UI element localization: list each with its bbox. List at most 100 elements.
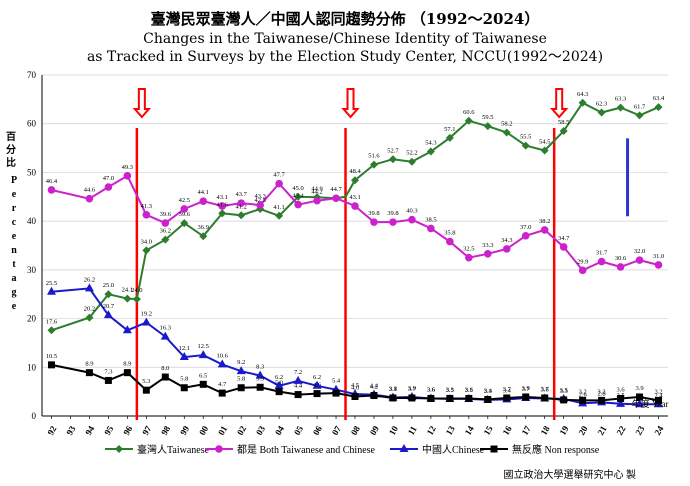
point-marker — [160, 331, 170, 340]
x-tick-label: 99 — [178, 424, 191, 437]
data-label: 5.0 — [275, 380, 283, 387]
point-marker — [399, 444, 409, 452]
point-marker — [597, 108, 606, 117]
x-tick-label: 94 — [83, 424, 96, 437]
series-line — [51, 101, 659, 332]
x-tick-label: 19 — [557, 424, 570, 437]
point-marker — [123, 172, 132, 180]
point-marker — [503, 394, 511, 402]
data-label: 3.3 — [446, 386, 454, 393]
point-marker — [654, 103, 663, 112]
y-tick-label: 60 — [27, 119, 37, 129]
y-tick-label: 10 — [27, 362, 37, 372]
series-line — [51, 174, 659, 272]
point-marker — [540, 226, 549, 234]
y-tick-label: 50 — [27, 167, 37, 177]
data-label: 47.7 — [273, 172, 285, 179]
y-tick-label: 20 — [27, 314, 37, 324]
point-marker — [351, 393, 359, 401]
point-marker — [654, 261, 663, 269]
data-label: 4.2 — [370, 384, 378, 391]
x-tick-label: 22 — [614, 424, 627, 437]
data-label: 45.0 — [292, 185, 303, 192]
data-label: 44.9 — [311, 185, 322, 192]
data-label: 58.2 — [501, 120, 512, 127]
y-label-char: c — [12, 217, 17, 228]
data-label: 20.2 — [84, 306, 95, 313]
point-marker — [274, 380, 284, 389]
point-marker — [446, 237, 454, 246]
point-marker — [123, 294, 132, 303]
point-marker — [85, 369, 93, 377]
data-label: 25.0 — [103, 282, 114, 289]
data-label: 42.5 — [254, 197, 265, 204]
legend: 臺灣人Taiwanese 都是 Both Taiwanese and Chines… — [105, 443, 600, 456]
x-tick-label: 18 — [539, 424, 552, 437]
point-marker — [597, 257, 606, 266]
point-marker — [141, 317, 151, 326]
data-label: 59.5 — [482, 114, 493, 121]
y-tick-label: 40 — [27, 216, 37, 226]
point-marker — [199, 197, 208, 205]
data-label: 4.5 — [351, 382, 359, 389]
data-label: 41.3 — [141, 203, 152, 210]
point-marker — [122, 325, 132, 334]
data-label: 20.7 — [103, 303, 115, 310]
data-label: 9.2 — [237, 359, 245, 366]
point-marker — [427, 394, 435, 402]
x-tick-label: 23 — [633, 424, 646, 437]
x-tick-label: 21 — [595, 424, 608, 437]
data-label: 41.1 — [273, 204, 284, 211]
data-label: 5.8 — [237, 376, 245, 383]
data-label: 3.7 — [408, 386, 417, 393]
data-label: 39.8 — [368, 210, 379, 217]
data-label: 24.0 — [131, 287, 142, 294]
data-label: 44.7 — [330, 186, 342, 193]
point-marker — [180, 384, 188, 392]
point-marker — [370, 218, 378, 226]
data-label: 44.6 — [84, 187, 96, 194]
data-label: 3.8 — [389, 385, 397, 392]
point-marker — [179, 352, 189, 361]
x-tick-label: 93 — [64, 424, 77, 437]
data-label: 6.2 — [275, 374, 283, 381]
data-label: 43.7 — [235, 191, 247, 198]
point-marker — [636, 393, 644, 401]
point-marker — [616, 263, 625, 271]
point-marker — [294, 391, 302, 399]
data-label: 39.6 — [179, 211, 191, 218]
x-tick-label: 10 — [387, 424, 400, 437]
x-tick-label: 05 — [292, 424, 305, 437]
data-label: 17.6 — [46, 318, 58, 325]
data-label: 63.3 — [615, 96, 626, 103]
data-label: 32.5 — [463, 246, 474, 253]
x-tick-label: 95 — [102, 424, 115, 437]
point-marker — [578, 266, 587, 275]
y-label-char: e — [12, 301, 17, 312]
point-marker — [426, 147, 435, 156]
data-label: 25.5 — [46, 280, 57, 287]
y-tick-label: 30 — [27, 265, 37, 275]
data-label: 48.4 — [349, 168, 361, 175]
point-marker — [115, 445, 123, 453]
data-label: 12.5 — [198, 343, 209, 350]
data-label: 30.6 — [615, 255, 627, 262]
data-label: 40.3 — [406, 208, 417, 215]
data-label: 3.2 — [579, 388, 587, 395]
annotations — [135, 128, 630, 420]
y-label-char: t — [12, 259, 16, 270]
data-label: 63.4 — [653, 95, 665, 102]
data-label: 3.2 — [598, 388, 606, 395]
point-marker — [370, 392, 378, 400]
data-label: 41.2 — [235, 203, 246, 210]
data-label: 62.3 — [596, 101, 607, 108]
data-label: 3.9 — [635, 385, 643, 392]
data-label: 2.8 — [598, 390, 606, 397]
y-label-char: e — [12, 231, 17, 242]
y-tick-label: 0 — [32, 411, 37, 421]
point-marker — [521, 231, 530, 240]
red-arrow-icon — [132, 88, 152, 119]
point-marker — [332, 389, 340, 397]
y-label-char: 分 — [6, 143, 16, 156]
